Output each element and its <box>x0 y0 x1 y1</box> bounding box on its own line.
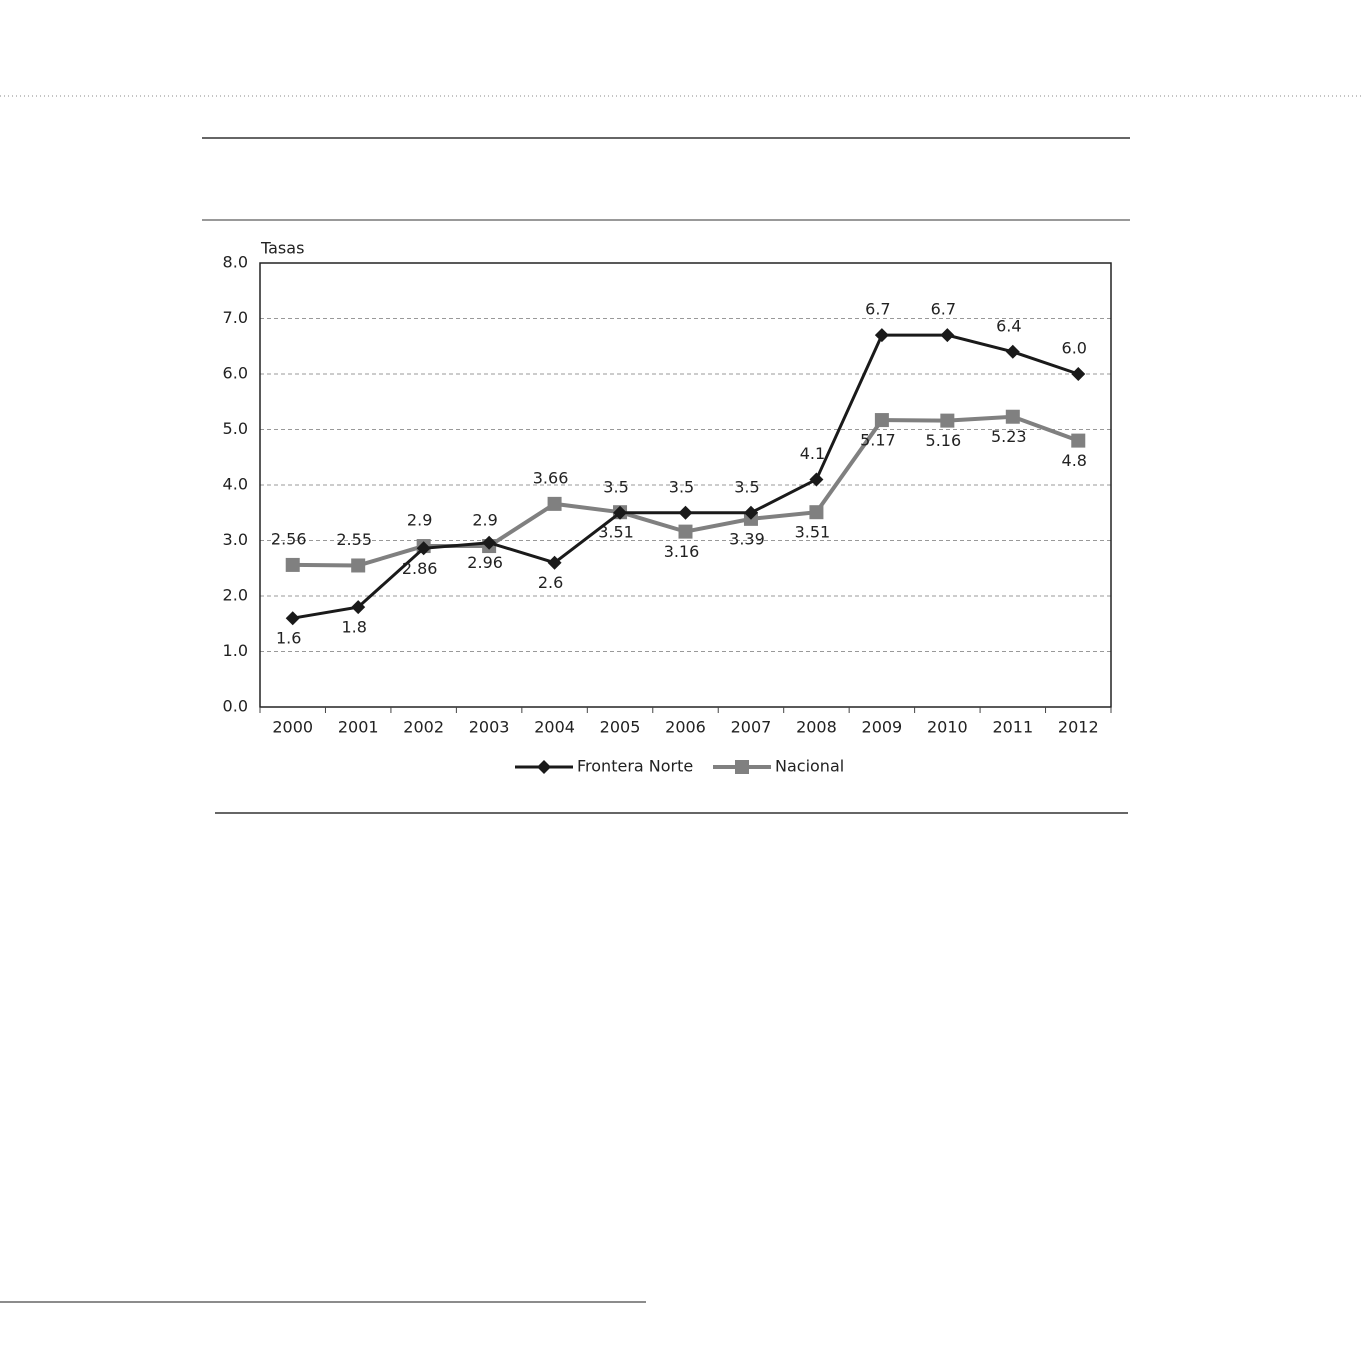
point <box>874 328 889 343</box>
data-label: 3.51 <box>598 523 634 542</box>
data-label: 3.51 <box>795 523 831 542</box>
y-tick-label: 6.0 <box>223 364 248 383</box>
data-label: 2.55 <box>336 530 372 549</box>
point <box>613 505 628 520</box>
x-tick-label: 2009 <box>862 718 903 737</box>
y-tick-label: 8.0 <box>223 253 248 272</box>
x-tick-label: 2003 <box>469 718 510 737</box>
x-tick-label: 2011 <box>992 718 1033 737</box>
data-label: 1.6 <box>276 629 301 648</box>
point <box>678 524 693 539</box>
point <box>1005 409 1020 424</box>
x-tick-label: 2002 <box>403 718 444 737</box>
data-label: 3.5 <box>669 477 694 496</box>
data-label: 6.7 <box>865 300 890 319</box>
point <box>547 555 562 570</box>
point <box>1005 344 1020 359</box>
data-label: 2.9 <box>472 511 497 530</box>
data-label: 5.23 <box>991 427 1027 446</box>
point <box>940 328 955 343</box>
x-tick-label: 2004 <box>534 718 575 737</box>
data-label: 6.7 <box>931 300 956 319</box>
data-label: 6.4 <box>996 316 1021 335</box>
x-tick-label: 2001 <box>338 718 379 737</box>
point <box>1071 367 1086 381</box>
data-label: 3.5 <box>734 477 759 496</box>
data-label: 2.56 <box>271 529 307 548</box>
point <box>809 472 824 487</box>
data-label: 3.66 <box>533 468 569 487</box>
data-label: 2.86 <box>402 559 438 578</box>
data-label: 5.17 <box>860 431 896 450</box>
data-label: 2.96 <box>467 553 503 572</box>
y-tick-label: 4.0 <box>223 475 248 494</box>
y-tick-label: 2.0 <box>223 586 248 605</box>
point <box>285 611 300 626</box>
x-tick-label: 2006 <box>665 718 706 737</box>
point <box>940 413 955 428</box>
legend-label: Frontera Norte <box>577 757 693 776</box>
point <box>1071 433 1086 448</box>
data-label: 3.5 <box>603 477 628 496</box>
data-label: 1.8 <box>341 618 366 637</box>
data-label: 2.6 <box>538 573 563 592</box>
y-tick-label: 0.0 <box>223 697 248 716</box>
y-tick-label: 3.0 <box>223 530 248 549</box>
point <box>351 600 366 615</box>
point <box>351 558 366 573</box>
y-tick-label: 7.0 <box>223 308 248 327</box>
y-axis-label: Tasas <box>260 239 304 258</box>
point <box>874 413 889 428</box>
point <box>809 505 824 520</box>
point <box>743 505 758 520</box>
legend-label: Nacional <box>775 757 844 776</box>
data-label: 3.39 <box>729 529 765 548</box>
x-tick-label: 2005 <box>600 718 641 737</box>
legend-marker <box>735 760 749 774</box>
x-tick-label: 2010 <box>927 718 968 737</box>
point <box>285 557 300 572</box>
data-label: 6.0 <box>1062 339 1087 358</box>
point <box>482 535 497 550</box>
point <box>416 541 431 556</box>
data-label: 3.16 <box>664 542 700 561</box>
x-tick-label: 2008 <box>796 718 837 737</box>
y-tick-label: 5.0 <box>223 419 248 438</box>
y-tick-label: 1.0 <box>223 641 248 660</box>
legend-marker <box>537 760 551 774</box>
x-tick-label: 2012 <box>1058 718 1099 737</box>
point <box>678 505 693 520</box>
x-tick-label: 2000 <box>272 718 313 737</box>
plot-frame <box>259 262 1112 708</box>
data-label: 4.1 <box>800 444 825 463</box>
x-tick-label: 2007 <box>731 718 772 737</box>
data-label: 5.16 <box>926 431 962 450</box>
data-label: 4.8 <box>1062 451 1087 470</box>
point <box>547 496 562 511</box>
data-label: 2.9 <box>407 511 432 530</box>
